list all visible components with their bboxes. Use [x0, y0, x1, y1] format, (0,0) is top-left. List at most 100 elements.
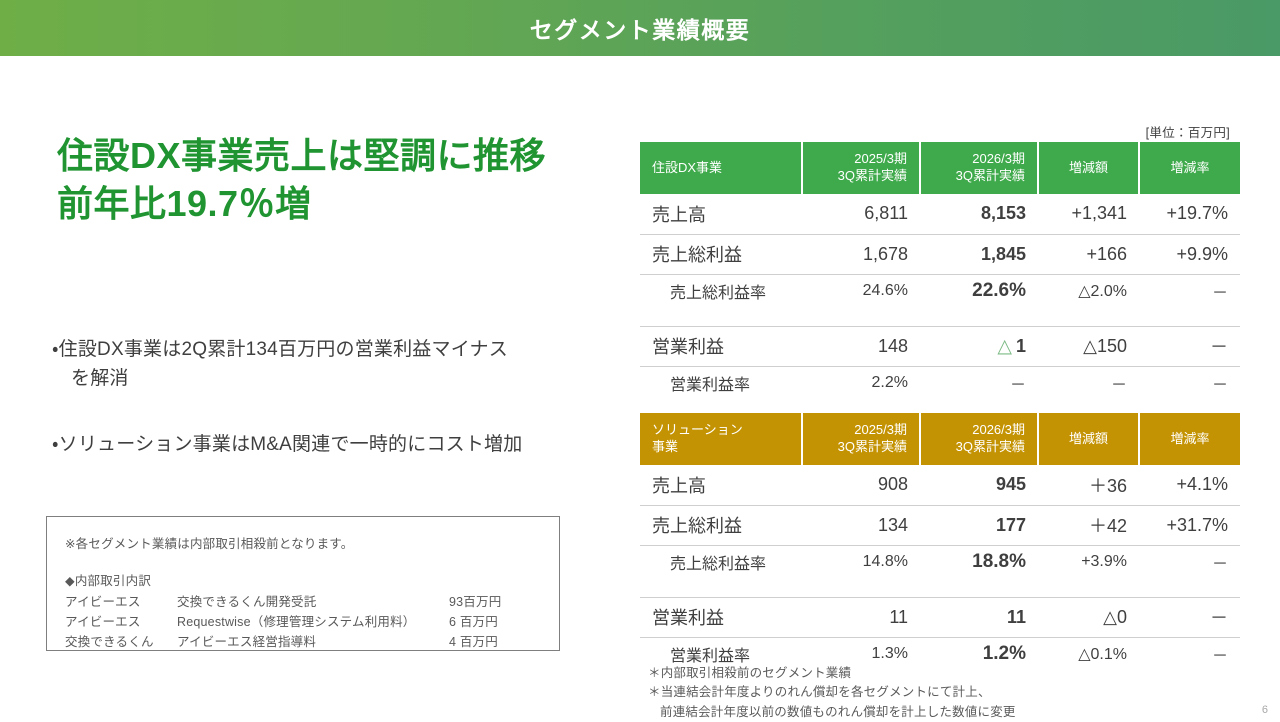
t1-header-curr-line2: 3Q累計実績	[955, 168, 1025, 183]
t1-r4-prev: 148	[802, 325, 920, 367]
t1-r1-diff: +1,341	[1038, 194, 1139, 235]
t1-r5-curr: －	[1009, 377, 1026, 395]
note-row-2-item: Requestwise（修理管理システム利用料）	[177, 614, 416, 629]
t1-header-curr: 2026/3期 3Q累計実績	[920, 142, 1039, 194]
t1-r1-prev: 6,811	[802, 194, 920, 235]
t1-r4-curr-value: 1	[1015, 335, 1026, 356]
slide-header-band: セグメント業績概要	[0, 0, 1280, 56]
t1-r5-rate: －	[1211, 377, 1228, 395]
footnote-line-2: ＊当連結会計年度よりのれん償却を各セグメントにて計上、	[648, 685, 991, 700]
unit-label: [単位：百万円]	[1145, 126, 1230, 140]
t2-r3-diff: +3.9%	[1081, 553, 1127, 571]
t1-header-diff: 増減額	[1038, 142, 1140, 194]
note-row-3-item: アイビーエス経営指導料	[177, 634, 317, 649]
t1-r4-rate: －	[1139, 325, 1240, 367]
spacer-cell	[640, 308, 1240, 326]
t2-r3-prev: 14.8%	[862, 553, 908, 571]
t2-header-prev-line2: 3Q累計実績	[837, 439, 907, 454]
table-row: 売上総利益 134 177 ＋42 +31.7%	[640, 505, 1240, 546]
note-row-1-amount: 93百万円	[449, 594, 502, 609]
t1-header-segment: 住設DX事業	[640, 142, 803, 194]
bullet-2-line-1: ・ソリューション事業はM&A関連で一時的にコスト増加	[52, 434, 523, 455]
t1-r2-diff: +166	[1038, 234, 1139, 275]
t2-r2-curr: 177	[920, 505, 1038, 546]
table-row: 営業利益率 2.2% － － －	[640, 366, 1240, 400]
footnote-line-1: ＊内部取引相殺前のセグメント業績	[648, 666, 852, 680]
t2-r4-rate: －	[1139, 596, 1240, 638]
t1-header-prev-line1: 2025/3期	[854, 151, 907, 167]
t1-r4-label: 営業利益	[640, 325, 802, 367]
note-lead-text: ※各セグメント業績は内部取引相殺前となります。	[65, 537, 354, 551]
t1-r2-rate: +9.9%	[1139, 234, 1240, 275]
segment-table-jusetsu-dx: 住設DX事業 2025/3期 3Q累計実績 2026/3期 3Q累計実績 増減額…	[640, 142, 1240, 400]
bullet-1-line-2: を解消	[71, 367, 129, 389]
left-content-column: 住設DX事業売上は堅調に推移 前年比19.7％増 ・住設DX事業は2Q累計134…	[0, 56, 630, 720]
t1-r2-label: 売上総利益	[640, 234, 802, 275]
t1-r5-prev: 2.2%	[871, 374, 908, 392]
table-row: 売上総利益率 14.8% 18.8% +3.9% －	[640, 545, 1240, 579]
note-row: アイビーエス 交換できるくん開発受託 93百万円	[65, 590, 501, 610]
t2-header-segment-line1: ソリューション	[652, 422, 743, 438]
table-row: 営業利益 148 △ 1 △150 －	[640, 325, 1240, 367]
spacer-cell	[640, 579, 1240, 597]
t2-r5-prev: 1.3%	[871, 645, 908, 663]
t2-r3-label: 売上総利益率	[670, 556, 767, 574]
t2-r1-diff: ＋36	[1038, 465, 1139, 506]
note-row: アイビーエス Requestwise（修理管理システム利用料） 6 百万円	[65, 610, 501, 630]
t1-r1-label: 売上高	[640, 194, 802, 235]
t1-r3-curr: 22.6%	[972, 280, 1026, 302]
headline: 住設DX事業売上は堅調に推移 前年比19.7％増	[57, 132, 617, 227]
t2-r4-prev: 11	[802, 596, 920, 638]
t1-r3-diff: △2.0%	[1078, 283, 1127, 301]
t2-r5-curr: 1.2%	[982, 643, 1026, 665]
t2-header-curr-line2: 3Q累計実績	[955, 439, 1025, 454]
t1-r1-rate: +19.7%	[1139, 194, 1240, 235]
t2-r5-diff: △0.1%	[1078, 646, 1127, 664]
t2-r4-label: 営業利益	[640, 596, 802, 638]
note-row-1-item: 交換できるくん開発受託	[177, 594, 317, 609]
table-header-row: ソリューション 事業 2025/3期 3Q累計実績 2026/3期 3Q累計実績…	[640, 413, 1240, 465]
t2-r1-label: 売上高	[640, 465, 802, 506]
right-tables-column: [単位：百万円] 住設DX事業 2025/3期 3Q累計実績 2026/3期 3…	[630, 56, 1280, 720]
bullet-list: ・住設DX事業は2Q累計134百万円の営業利益マイナス を解消 ・ソリューション…	[52, 336, 622, 460]
t2-header-diff: 増減額	[1038, 413, 1140, 465]
bullet-1-line-1: ・住設DX事業は2Q累計134百万円の営業利益マイナス	[52, 339, 508, 360]
t1-r5-label: 営業利益率	[670, 377, 751, 395]
page-number: 6	[1261, 704, 1268, 716]
t1-r4-diff: △150	[1038, 325, 1139, 367]
table-row: 売上高 6,811 8,153 +1,341 +19.7%	[640, 194, 1240, 235]
t2-r5-rate: －	[1211, 648, 1228, 666]
headline-line-1: 住設DX事業売上は堅調に推移	[57, 135, 547, 176]
t2-r2-rate: +31.7%	[1139, 505, 1240, 546]
note-row-3-from: 交換できるくん	[65, 634, 154, 649]
segment-table-solution: ソリューション 事業 2025/3期 3Q累計実績 2026/3期 3Q累計実績…	[640, 413, 1240, 671]
note-row: 交換できるくん アイビーエス経営指導料 4 百万円	[65, 630, 501, 650]
t2-r1-prev: 908	[802, 465, 920, 506]
t1-header-curr-line1: 2026/3期	[972, 151, 1025, 167]
t2-r4-curr: 11	[920, 596, 1038, 638]
t2-header-prev-line1: 2025/3期	[854, 422, 907, 438]
t2-header-segment: ソリューション 事業	[640, 413, 803, 465]
note-row-2-amount: 6 百万円	[449, 614, 498, 629]
t2-r3-curr: 18.8%	[972, 551, 1026, 573]
t1-header-prev-line2: 3Q累計実績	[837, 168, 907, 183]
t2-header-segment-line2: 事業	[652, 439, 679, 454]
bullet-item-2: ・ソリューション事業はM&A関連で一時的にコスト増加	[52, 431, 622, 460]
table-row-spacer	[640, 579, 1240, 597]
footnote-line-3: 前連結会計年度以前の数値ものれん償却を計上した数値に変更	[660, 704, 1016, 719]
t1-r5-diff: －	[1110, 377, 1127, 395]
note-row-2-from: アイビーエス	[65, 614, 141, 629]
t2-r2-diff: ＋42	[1038, 505, 1139, 546]
t1-header-prev: 2025/3期 3Q累計実績	[802, 142, 921, 194]
t2-r2-label: 売上総利益	[640, 505, 802, 546]
t2-header-curr: 2026/3期 3Q累計実績	[920, 413, 1039, 465]
t1-r3-label: 売上総利益率	[670, 285, 767, 303]
t2-header-curr-line1: 2026/3期	[972, 422, 1025, 438]
table-header-row: 住設DX事業 2025/3期 3Q累計実績 2026/3期 3Q累計実績 増減額…	[640, 142, 1240, 194]
bullet-item-1: ・住設DX事業は2Q累計134百万円の営業利益マイナス を解消	[52, 336, 622, 393]
table-row: 売上総利益 1,678 1,845 +166 +9.9%	[640, 234, 1240, 275]
t1-r2-prev: 1,678	[802, 234, 920, 275]
note-heading: ◆内部取引内訳	[65, 574, 152, 588]
t1-header-rate: 増減率	[1139, 142, 1240, 194]
note-row-1-from: アイビーエス	[65, 594, 141, 609]
